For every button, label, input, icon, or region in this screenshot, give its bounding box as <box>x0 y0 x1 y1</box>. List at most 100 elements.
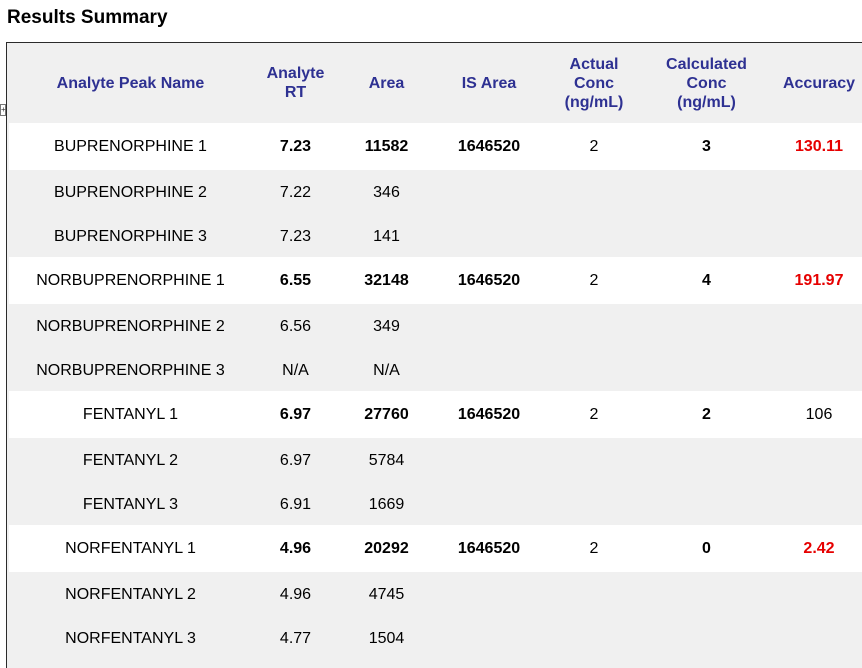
calculated-conc-cell <box>644 572 769 618</box>
accuracy-cell <box>769 304 862 350</box>
is-area-cell: 1646520 <box>434 123 544 170</box>
accuracy-cell <box>769 216 862 257</box>
calculated-conc-cell <box>644 484 769 525</box>
header-line: (ng/mL) <box>677 93 736 111</box>
is-area-cell <box>434 350 544 391</box>
header-area: Area <box>339 43 434 123</box>
calculated-conc-cell: 2 <box>644 391 769 438</box>
calculated-conc-cell <box>644 304 769 350</box>
analyte-name-cell: NORFENTANYL 2 <box>9 572 252 618</box>
analyte-name-cell: NORFENTANYL 3 <box>9 618 252 659</box>
accuracy-cell <box>769 350 862 391</box>
header-analyte-rt: Analyte RT <box>252 43 339 123</box>
header-line: Calculated <box>666 55 747 73</box>
analyte-name-cell: NORBUPRENORPHINE 2 <box>9 304 252 350</box>
table-row: BUPRENORPHINE 3 7.23 141 <box>9 216 862 257</box>
is-area-cell <box>434 438 544 484</box>
table-move-handle-icon[interactable]: + <box>0 104 6 116</box>
header-line: RT <box>284 84 307 101</box>
table-row: NORBUPRENORPHINE 3 N/A N/A <box>9 350 862 391</box>
analyte-name-cell: NORBUPRENORPHINE 1 <box>9 257 252 304</box>
area-cell: 1504 <box>339 618 434 659</box>
actual-conc-cell <box>544 438 644 484</box>
calculated-conc-cell: 3 <box>644 123 769 170</box>
actual-conc-cell <box>544 484 644 525</box>
results-table: Analyte Peak Name Analyte RT Area IS Are… <box>9 43 862 659</box>
analyte-name-cell: NORFENTANYL 1 <box>9 525 252 572</box>
header-line: Actual <box>569 55 619 73</box>
area-cell: 11582 <box>339 123 434 170</box>
area-cell: 20292 <box>339 525 434 572</box>
table-row: FENTANYL 1 6.97 27760 1646520 2 2 106 <box>9 391 862 438</box>
area-cell: 5784 <box>339 438 434 484</box>
rt-cell: 4.96 <box>252 572 339 618</box>
header-line: Analyte Peak Name <box>56 74 205 92</box>
table-header-row: Analyte Peak Name Analyte RT Area IS Are… <box>9 43 862 123</box>
actual-conc-cell <box>544 216 644 257</box>
table-row: FENTANYL 2 6.97 5784 <box>9 438 862 484</box>
header-accuracy: Accuracy <box>769 43 862 123</box>
analyte-name-cell: BUPRENORPHINE 2 <box>9 170 252 216</box>
accuracy-cell: 2.42 <box>769 525 862 572</box>
table-row: BUPRENORPHINE 2 7.22 346 <box>9 170 862 216</box>
header-line: IS Area <box>461 74 517 92</box>
accuracy-cell: 191.97 <box>769 257 862 304</box>
rt-cell: N/A <box>252 350 339 391</box>
table-row: NORBUPRENORPHINE 2 6.56 349 <box>9 304 862 350</box>
accuracy-cell <box>769 618 862 659</box>
is-area-cell <box>434 618 544 659</box>
actual-conc-cell: 2 <box>544 525 644 572</box>
header-line: Conc <box>686 74 727 92</box>
rt-cell: 6.55 <box>252 257 339 304</box>
rt-cell: 6.91 <box>252 484 339 525</box>
is-area-cell: 1646520 <box>434 257 544 304</box>
actual-conc-cell: 2 <box>544 123 644 170</box>
analyte-name-cell: BUPRENORPHINE 1 <box>9 123 252 170</box>
header-line: (ng/mL) <box>564 93 624 111</box>
analyte-name-cell: FENTANYL 1 <box>9 391 252 438</box>
area-cell: 27760 <box>339 391 434 438</box>
calculated-conc-cell <box>644 438 769 484</box>
page-title: Results Summary <box>7 7 168 28</box>
rt-cell: 6.97 <box>252 438 339 484</box>
area-cell: 1669 <box>339 484 434 525</box>
calculated-conc-cell <box>644 216 769 257</box>
is-area-cell <box>434 216 544 257</box>
actual-conc-cell: 2 <box>544 391 644 438</box>
header-line: Area <box>368 74 405 92</box>
analyte-name-cell: BUPRENORPHINE 3 <box>9 216 252 257</box>
rt-cell: 4.96 <box>252 525 339 572</box>
actual-conc-cell <box>544 304 644 350</box>
header-analyte-peak-name: Analyte Peak Name <box>9 43 252 123</box>
calculated-conc-cell: 4 <box>644 257 769 304</box>
header-line: Analyte <box>266 65 325 82</box>
is-area-cell: 1646520 <box>434 391 544 438</box>
accuracy-cell <box>769 572 862 618</box>
actual-conc-cell <box>544 618 644 659</box>
area-cell: 349 <box>339 304 434 350</box>
is-area-cell <box>434 304 544 350</box>
table-row: NORFENTANYL 2 4.96 4745 <box>9 572 862 618</box>
rt-cell: 7.23 <box>252 216 339 257</box>
rt-cell: 6.56 <box>252 304 339 350</box>
accuracy-cell: 130.11 <box>769 123 862 170</box>
table-row: BUPRENORPHINE 1 7.23 11582 1646520 2 3 1… <box>9 123 862 170</box>
area-cell: 346 <box>339 170 434 216</box>
area-cell: N/A <box>339 350 434 391</box>
rt-cell: 4.77 <box>252 618 339 659</box>
analyte-name-cell: FENTANYL 3 <box>9 484 252 525</box>
header-line: Conc <box>574 74 614 92</box>
header-is-area: IS Area <box>434 43 544 123</box>
table-row: FENTANYL 3 6.91 1669 <box>9 484 862 525</box>
accuracy-cell <box>769 438 862 484</box>
accuracy-cell <box>769 170 862 216</box>
table-row: NORFENTANYL 3 4.77 1504 <box>9 618 862 659</box>
accuracy-cell <box>769 484 862 525</box>
area-cell: 141 <box>339 216 434 257</box>
table-row: NORBUPRENORPHINE 1 6.55 32148 1646520 2 … <box>9 257 862 304</box>
analyte-name-cell: NORBUPRENORPHINE 3 <box>9 350 252 391</box>
header-line: Accuracy <box>782 74 856 92</box>
area-cell: 32148 <box>339 257 434 304</box>
is-area-cell: 1646520 <box>434 525 544 572</box>
actual-conc-cell <box>544 170 644 216</box>
